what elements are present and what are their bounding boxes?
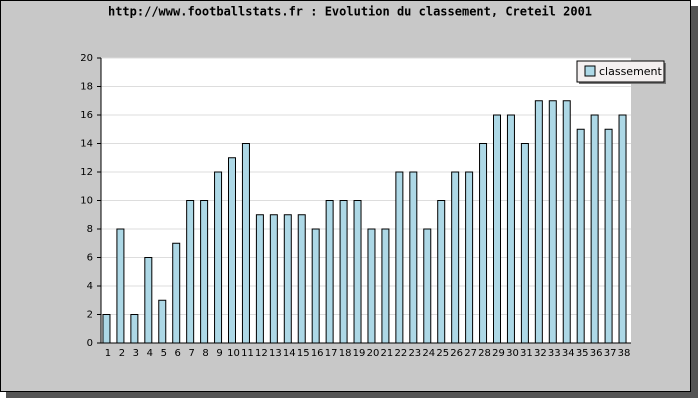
bar bbox=[534, 100, 543, 344]
x-tick-label: 10 bbox=[227, 348, 240, 359]
bar bbox=[269, 214, 278, 344]
bar bbox=[493, 114, 501, 344]
x-tick-label: 4 bbox=[147, 348, 153, 359]
x-tick-label: 14 bbox=[283, 348, 296, 359]
bar bbox=[116, 228, 125, 344]
bar bbox=[381, 228, 390, 344]
x-tick-label: 3 bbox=[133, 348, 139, 359]
x-tick-label: 8 bbox=[202, 348, 208, 359]
x-tick-label: 24 bbox=[422, 348, 435, 359]
x-tick-label: 20 bbox=[367, 348, 380, 359]
x-tick-label: 11 bbox=[241, 348, 254, 359]
bar bbox=[158, 299, 167, 344]
y-tick-label: 2 bbox=[87, 310, 93, 321]
bar bbox=[200, 200, 209, 344]
bar bbox=[618, 114, 627, 344]
x-tick-label: 23 bbox=[408, 348, 421, 359]
y-tick-label: 14 bbox=[80, 139, 93, 150]
bar bbox=[367, 228, 376, 344]
y-tick-label: 0 bbox=[87, 338, 93, 349]
bar bbox=[548, 100, 557, 344]
bar bbox=[520, 143, 529, 344]
y-tick-label: 8 bbox=[87, 224, 93, 235]
x-tick-label: 5 bbox=[161, 348, 167, 359]
bar bbox=[214, 171, 223, 344]
x-tick-label: 18 bbox=[339, 348, 352, 359]
x-tick-label: 32 bbox=[534, 348, 547, 359]
bar bbox=[353, 200, 362, 344]
legend-label: classement bbox=[599, 65, 663, 78]
x-tick-label: 25 bbox=[436, 348, 449, 359]
bar bbox=[172, 242, 181, 344]
x-tick-label: 30 bbox=[506, 348, 519, 359]
x-tick-label: 34 bbox=[562, 348, 575, 359]
bar bbox=[451, 171, 460, 344]
bar bbox=[186, 200, 195, 344]
x-tick-label: 2 bbox=[119, 348, 125, 359]
y-tick-label: 4 bbox=[87, 281, 93, 292]
x-tick-label: 36 bbox=[590, 348, 603, 359]
bar bbox=[144, 257, 153, 344]
x-tick-label: 33 bbox=[548, 348, 561, 359]
bar bbox=[283, 214, 292, 344]
bar bbox=[339, 200, 348, 344]
y-tick-label: 6 bbox=[87, 253, 93, 264]
x-tick-label: 22 bbox=[395, 348, 408, 359]
x-tick-label: 17 bbox=[325, 348, 338, 359]
x-tick-label: 29 bbox=[492, 348, 505, 359]
x-tick-label: 6 bbox=[175, 348, 181, 359]
chart-title: http://www.footballstats.fr : Evolution … bbox=[108, 5, 592, 19]
bar bbox=[437, 200, 446, 344]
y-tick-label: 12 bbox=[80, 167, 93, 178]
x-tick-label: 21 bbox=[381, 348, 394, 359]
bar bbox=[228, 157, 236, 344]
x-tick-label: 37 bbox=[604, 348, 617, 359]
bar bbox=[255, 214, 264, 344]
bar bbox=[395, 171, 404, 344]
bar bbox=[409, 171, 418, 344]
bar bbox=[562, 100, 571, 344]
bar bbox=[311, 228, 320, 344]
bar bbox=[604, 128, 613, 344]
bar bbox=[590, 114, 599, 344]
x-tick-label: 9 bbox=[216, 348, 222, 359]
x-tick-label: 28 bbox=[478, 348, 491, 359]
y-tick-label: 16 bbox=[80, 110, 93, 121]
x-tick-label: 35 bbox=[576, 348, 589, 359]
x-tick-label: 12 bbox=[255, 348, 268, 359]
bar bbox=[479, 143, 488, 344]
bar bbox=[297, 214, 306, 344]
bar bbox=[130, 314, 139, 344]
y-tick-label: 20 bbox=[80, 53, 93, 64]
legend-box bbox=[576, 60, 665, 83]
y-tick-label: 18 bbox=[80, 82, 93, 93]
x-tick-label: 38 bbox=[618, 348, 631, 359]
bar bbox=[241, 143, 250, 344]
bar bbox=[325, 200, 334, 344]
x-tick-label: 16 bbox=[311, 348, 324, 359]
y-tick-label: 10 bbox=[80, 196, 93, 207]
x-tick-label: 27 bbox=[464, 348, 477, 359]
x-tick-label: 15 bbox=[297, 348, 310, 359]
x-tick-label: 13 bbox=[269, 348, 282, 359]
bar bbox=[576, 128, 585, 344]
x-tick-label: 19 bbox=[353, 348, 366, 359]
x-tick-label: 26 bbox=[450, 348, 463, 359]
x-tick-label: 1 bbox=[105, 348, 111, 359]
x-tick-label: 7 bbox=[188, 348, 194, 359]
bar bbox=[506, 114, 515, 344]
bar bbox=[423, 228, 432, 344]
bar bbox=[102, 314, 111, 344]
x-tick-label: 31 bbox=[520, 348, 533, 359]
bar bbox=[465, 171, 474, 344]
legend-swatch bbox=[584, 65, 596, 77]
